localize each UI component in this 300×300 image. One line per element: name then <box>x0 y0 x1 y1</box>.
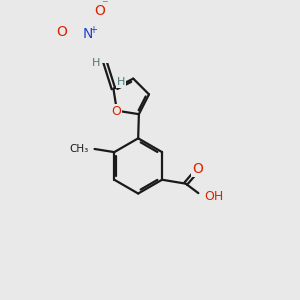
Text: ⁻: ⁻ <box>101 0 108 12</box>
Text: CH₃: CH₃ <box>70 144 89 154</box>
Text: O: O <box>111 105 121 118</box>
Text: O: O <box>192 162 203 176</box>
Text: OH: OH <box>205 190 224 203</box>
Text: H: H <box>92 58 100 68</box>
Text: O: O <box>56 25 67 39</box>
Text: N: N <box>83 26 93 40</box>
Text: O: O <box>94 4 105 18</box>
Text: +: + <box>89 25 97 34</box>
Text: H: H <box>117 77 125 87</box>
